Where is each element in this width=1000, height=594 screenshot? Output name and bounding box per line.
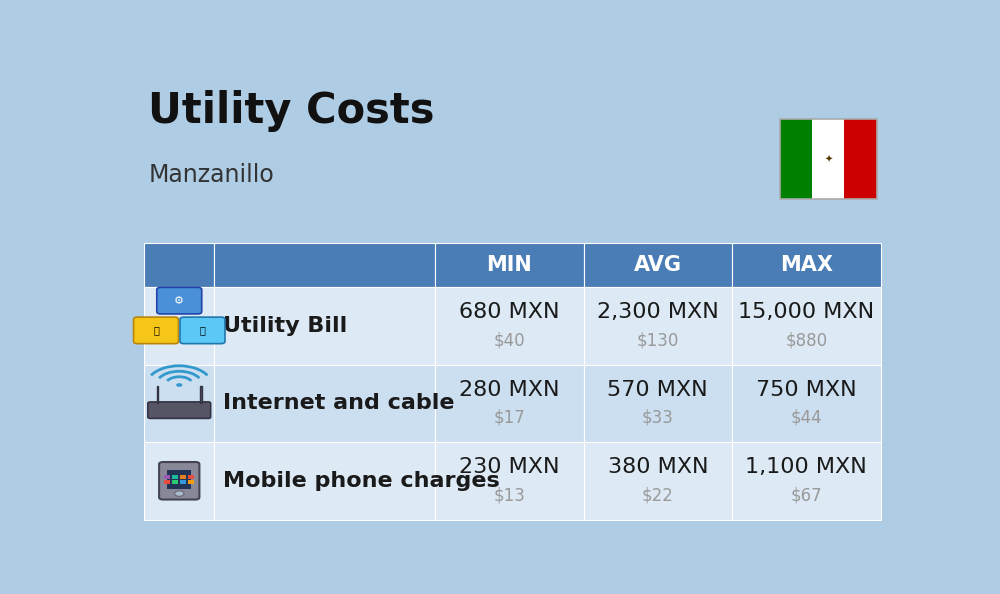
Bar (584, 243, 732, 287)
Text: $40: $40 (493, 331, 525, 349)
Text: Internet and cable: Internet and cable (223, 393, 455, 413)
Text: $880: $880 (785, 331, 827, 349)
Text: Manzanillo: Manzanillo (148, 163, 274, 187)
Text: 570 MXN: 570 MXN (607, 380, 708, 400)
Text: AVG: AVG (634, 255, 682, 275)
FancyBboxPatch shape (180, 317, 225, 344)
Bar (167, 470, 191, 488)
Bar (435, 442, 584, 520)
Bar (732, 287, 881, 365)
Bar (732, 365, 881, 442)
Text: ✦: ✦ (824, 154, 832, 165)
Bar (164, 475, 170, 479)
Bar (812, 119, 844, 200)
Bar (435, 365, 584, 442)
Bar (214, 442, 435, 520)
FancyArrow shape (200, 386, 202, 403)
Text: ⚙: ⚙ (174, 296, 184, 306)
FancyBboxPatch shape (157, 287, 202, 314)
Text: 1,100 MXN: 1,100 MXN (745, 457, 867, 477)
Text: 💧: 💧 (200, 326, 205, 336)
Bar (172, 475, 178, 479)
Text: MIN: MIN (486, 255, 532, 275)
Bar (732, 243, 881, 287)
Text: $44: $44 (791, 409, 822, 427)
Bar (732, 442, 881, 520)
Text: MAX: MAX (780, 255, 833, 275)
Text: $22: $22 (642, 486, 674, 504)
Circle shape (176, 383, 182, 387)
Bar (214, 287, 435, 365)
Text: $13: $13 (493, 486, 525, 504)
Text: 230 MXN: 230 MXN (459, 457, 560, 477)
Text: 🔌: 🔌 (153, 326, 159, 336)
Text: 380 MXN: 380 MXN (608, 457, 708, 477)
Bar (435, 243, 584, 287)
Bar (435, 287, 584, 365)
Text: 280 MXN: 280 MXN (459, 380, 560, 400)
Text: $130: $130 (637, 331, 679, 349)
Bar (188, 481, 194, 484)
Bar (844, 119, 877, 200)
Bar (180, 481, 186, 484)
Bar (188, 475, 194, 479)
Text: $67: $67 (791, 486, 822, 504)
Text: Utility Costs: Utility Costs (148, 90, 435, 132)
Text: 750 MXN: 750 MXN (756, 380, 857, 400)
Bar (584, 365, 732, 442)
Bar (214, 365, 435, 442)
Bar (584, 287, 732, 365)
FancyArrow shape (157, 386, 158, 403)
Bar (180, 475, 186, 479)
Bar (144, 365, 214, 442)
Text: Mobile phone charges: Mobile phone charges (223, 471, 500, 491)
Bar (780, 119, 812, 200)
FancyBboxPatch shape (148, 402, 211, 418)
Text: 15,000 MXN: 15,000 MXN (738, 302, 874, 322)
Bar (144, 287, 214, 365)
Bar (214, 243, 435, 287)
Bar (164, 481, 170, 484)
Bar (144, 243, 214, 287)
Circle shape (175, 491, 184, 497)
Bar (144, 442, 214, 520)
FancyBboxPatch shape (134, 317, 178, 344)
Text: Utility Bill: Utility Bill (223, 316, 348, 336)
Text: $17: $17 (493, 409, 525, 427)
Text: $33: $33 (642, 409, 674, 427)
Bar (584, 442, 732, 520)
Bar (172, 481, 178, 484)
Text: 2,300 MXN: 2,300 MXN (597, 302, 719, 322)
Text: 680 MXN: 680 MXN (459, 302, 560, 322)
Bar (780, 119, 877, 200)
FancyBboxPatch shape (159, 462, 199, 500)
